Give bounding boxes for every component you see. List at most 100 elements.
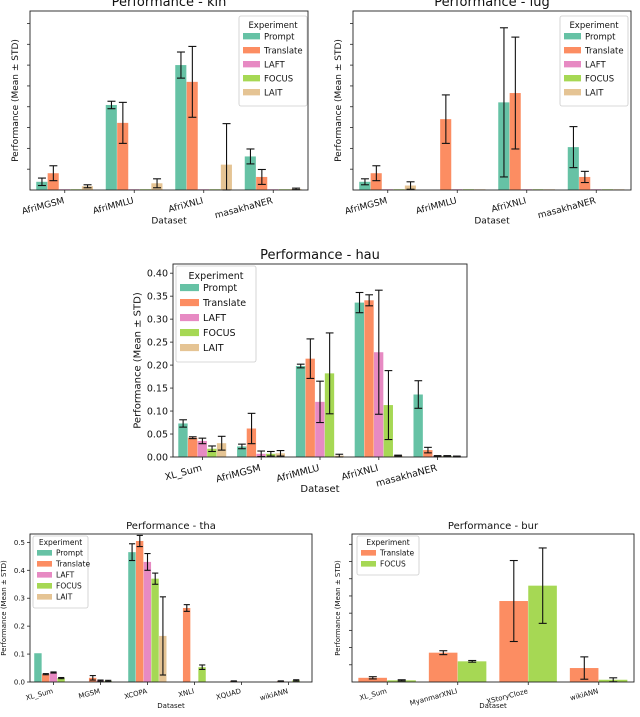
x-tick-label: XNLI	[177, 687, 195, 699]
legend-swatch-translate	[564, 47, 581, 54]
x-tick-label: AfriMGSM	[21, 196, 66, 217]
legend-label-focus: FOCUS	[380, 560, 406, 569]
x-tick-label: AfriMMLU	[415, 196, 458, 217]
legend-label-translate: Translate	[55, 560, 90, 569]
y-axis-label: Performance (Mean ± STD)	[133, 292, 144, 429]
x-tick-label: XL_Sum	[359, 687, 388, 702]
legend-label-translate: Translate	[584, 46, 624, 56]
bar-prompt-2	[295, 366, 306, 457]
bar-focus-0	[207, 448, 217, 457]
x-tick-label: masakhaNER	[375, 463, 439, 490]
y-tick-label: 0.20	[147, 360, 168, 371]
legend-swatch-prompt	[180, 284, 199, 292]
legend-label-translate: Translate	[202, 298, 246, 309]
legend-title: Experiment	[39, 538, 82, 547]
legend-swatch-laft	[180, 314, 199, 322]
bar-focus-2	[151, 578, 159, 682]
legend-label-focus: FOCUS	[56, 582, 82, 591]
legend-swatch-prompt	[243, 33, 260, 40]
x-tick-label: XCOPA	[123, 687, 148, 701]
y-axis-label: Performance (Mean ± STD)	[334, 560, 342, 656]
bar-translate-0	[370, 173, 382, 190]
legend-label-lait: LAIT	[203, 343, 224, 354]
bar-prompt-4	[413, 394, 423, 457]
y-tick-label: 0.35	[147, 291, 168, 302]
legend-title: Experiment	[248, 21, 298, 31]
chart-panel-4: Performance - bur Performance (Mean ± STD…	[334, 521, 635, 710]
bar-prompt-3	[567, 147, 579, 190]
legend-label-laft: LAFT	[264, 60, 285, 70]
x-tick-label: AfriMMLU	[92, 196, 135, 217]
y-tick-label: 0.2	[14, 623, 25, 631]
bar-translate-1	[440, 119, 452, 190]
legend-label-translate: Translate	[263, 46, 303, 56]
x-tick-label: XL_Sum	[25, 687, 54, 702]
legend-label-prompt: Prompt	[585, 32, 616, 42]
x-tick-label: AfriXNLI	[340, 463, 379, 483]
bar-prompt-0	[178, 423, 188, 457]
bar-focus-2	[324, 373, 335, 457]
legend-label-focus: FOCUS	[203, 328, 236, 339]
y-tick-label: 0.1	[14, 651, 25, 659]
bar-focus-3	[198, 667, 206, 682]
y-tick-label: 0.25	[147, 337, 168, 348]
x-tick-label: XQUAD	[215, 687, 242, 701]
chart-title: Performance - lug	[434, 0, 549, 10]
y-tick-label: 0.40	[147, 269, 168, 280]
legend-swatch-prompt	[37, 550, 52, 556]
bar-translate-2	[135, 540, 144, 682]
chart-panel-2: Performance - hau 0.00 0.05 0.10 0.15 0.20 0.2…	[133, 248, 468, 495]
legend-swatch-laft	[243, 61, 260, 68]
legend-swatch-prompt	[564, 33, 581, 40]
bar-translate-0	[47, 173, 59, 190]
legend-label-laft: LAFT	[585, 60, 606, 70]
bar-translate-0	[41, 674, 50, 682]
legend-label-lait: LAIT	[585, 88, 604, 98]
legend-label-prompt: Prompt	[264, 32, 295, 42]
bar-translate-0	[358, 677, 387, 682]
bar-laft-2	[315, 401, 325, 457]
bar-translate-3	[579, 176, 591, 190]
x-axis-label: Dataset	[300, 484, 339, 495]
bar-laft-0	[49, 672, 58, 682]
y-tick-label: 0.10	[147, 406, 168, 417]
bar-translate-1	[428, 652, 458, 682]
x-tick-label: AfriMGSM	[344, 196, 389, 217]
x-axis-label: Dataset	[479, 702, 507, 710]
legend-swatch-laft	[564, 61, 581, 68]
legend-label-translate: Translate	[379, 549, 414, 558]
legend-swatch-lait	[180, 344, 199, 352]
y-axis-label: Performance (Mean ± STD)	[0, 560, 8, 656]
x-tick-label: XL_Sum	[164, 463, 203, 483]
legend-swatch-translate	[180, 299, 199, 307]
legend-title: Experiment	[366, 538, 409, 547]
legend: Experiment Translate FOCUS	[356, 535, 420, 576]
bar-prompt-1	[105, 104, 117, 190]
bar-prompt-3	[244, 156, 256, 190]
bar-translate-3	[364, 300, 374, 457]
legend-label-focus: FOCUS	[585, 74, 614, 84]
bar-translate-1	[117, 122, 129, 190]
x-tick-label: AfriMGSM	[215, 463, 262, 485]
bar-translate-4	[423, 450, 433, 457]
legend-swatch-lait	[564, 89, 581, 96]
bar-prompt-2	[175, 65, 187, 190]
chart-panel-3: Performance - tha 0.0 0.1 0.2 0.3 0.4 0.5 Perfo…	[0, 521, 313, 710]
legend-swatch-focus	[180, 329, 199, 337]
bar-translate-2	[186, 81, 198, 190]
x-tick-label: masakhaNER	[537, 196, 597, 221]
legend-label-prompt: Prompt	[203, 283, 237, 294]
legend-label-laft: LAFT	[203, 313, 226, 324]
x-axis-label: Dataset	[474, 216, 510, 226]
y-tick-label: 0.3	[14, 595, 25, 603]
x-tick-label: wikiANN	[569, 687, 599, 702]
bar-prompt-0	[34, 653, 42, 682]
legend-swatch-lait	[243, 89, 260, 96]
bar-laft-2	[143, 561, 152, 682]
x-axis-label: Dataset	[157, 702, 185, 710]
legend-swatch-focus	[564, 75, 581, 82]
